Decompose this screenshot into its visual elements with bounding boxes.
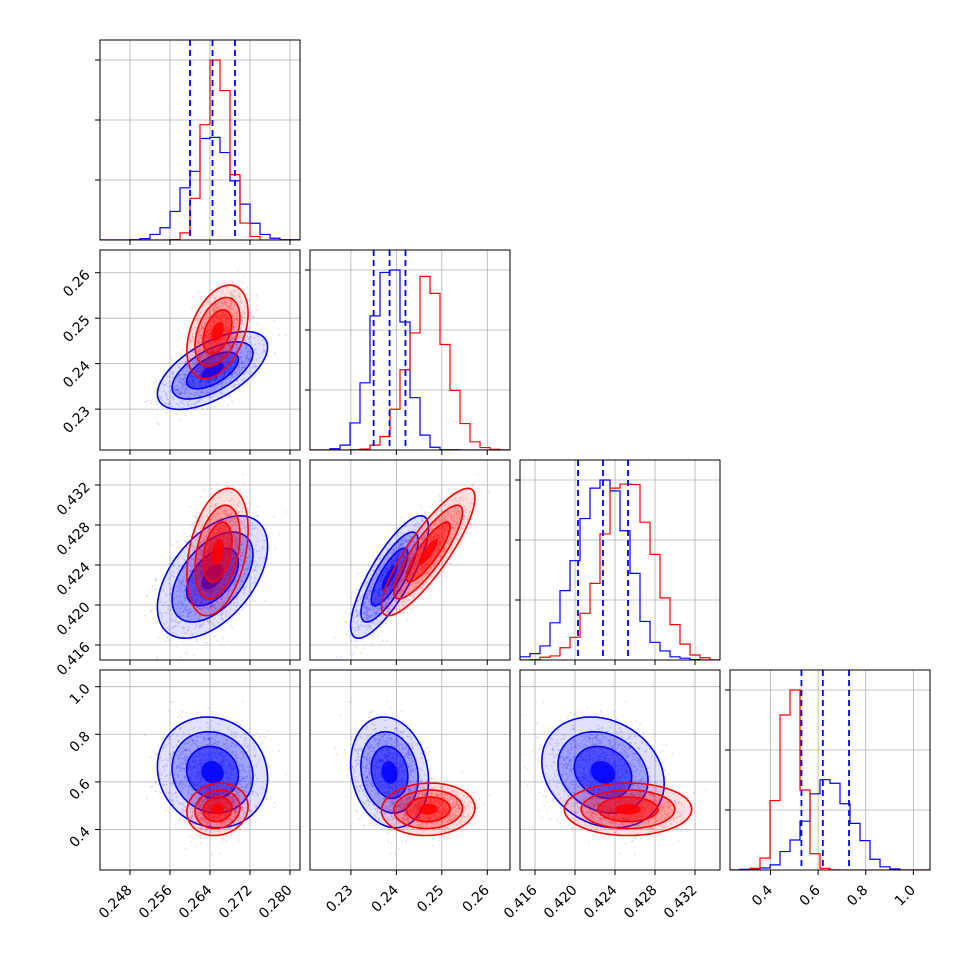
panel-frame [99,669,301,871]
contour-level-3 [381,761,398,784]
contour-level-3 [201,761,224,784]
x-tick-label: 0.23 [323,882,356,915]
x-tick-label: 0.25 [414,882,447,915]
panel-0-0 [95,39,301,245]
x-tick-label: 0.416 [501,882,541,922]
panel-2-1 [309,459,511,665]
contours-series-0 [349,716,430,829]
contour-level-3 [615,803,641,815]
grid [310,250,510,450]
x-tick-label: 0.256 [136,882,176,922]
panel-frame [99,39,301,241]
panel-frame [519,669,721,871]
histogram-series-0 [520,479,720,660]
histogram-series-0 [100,136,300,240]
contours-series-1 [186,487,249,617]
histogram-series-1 [100,59,300,240]
y-tick-label: 0.432 [54,479,94,519]
contour-level-3 [211,322,224,342]
histogram-series-1 [730,689,930,870]
contours-series-1 [380,782,476,837]
y-tick-label: 0.23 [60,403,93,436]
panel-frame [729,669,931,871]
contours-series-1 [186,782,249,837]
grid [520,460,720,660]
contours-series-0 [156,716,269,829]
x-tick-label: 0.248 [96,882,136,922]
panel-frame [309,669,511,871]
contour-level-3 [201,362,224,379]
panel-2-2 [515,459,721,665]
panel-frame [309,459,511,661]
y-tick-label: 0.26 [60,267,93,300]
x-tick-label: 0.424 [581,882,621,922]
x-tick-label: 0.264 [176,882,216,922]
panel-3-1: 0.23 0.24 0.25 0.26 [309,669,511,916]
y-tick-label: 0.428 [54,519,94,559]
x-tick-label: 0.280 [256,882,296,922]
histogram-series-1 [310,275,510,450]
x-tick-label: 0.6 [797,882,824,909]
histogram-series-0 [730,779,930,870]
contour-level-3 [211,803,224,815]
panel-frame [99,249,301,451]
contour-level-3 [418,539,438,565]
contours-series-1 [380,487,476,617]
x-tick-label: 0.8 [844,882,871,909]
x-tick-label: 0.272 [216,882,256,922]
y-tick-label: 0.4 [67,824,94,851]
y-tick-label: 0.6 [67,776,94,803]
y-tick-label: 0.420 [54,599,94,639]
contour-level-3 [590,761,616,784]
x-tick-label: 0.26 [460,882,493,915]
panel-3-0: 0.248 0.256 0.264 0.272 0.280 0.4 0.6 0.8 1.0 [67,669,301,922]
histogram-series-1 [520,483,720,660]
y-tick-label: 0.24 [60,358,93,391]
y-tick-label: 0.8 [67,729,94,756]
x-tick-label: 0.432 [661,882,701,922]
contours-series-1 [563,782,693,837]
panel-frame [99,459,301,661]
x-tick-label: 0.4 [749,882,776,909]
x-tick-label: 0.428 [621,882,661,922]
y-tick-label: 0.416 [54,639,94,679]
contour-level-3 [418,803,438,815]
x-tick-label: 0.24 [369,882,402,915]
y-tick-label: 0.424 [54,559,94,599]
contour-level-3 [211,539,224,565]
panel-3-3: 0.4 0.6 0.8 1.0 [725,669,931,909]
x-tick-label: 0.420 [541,882,581,922]
panel-frame [309,249,511,451]
contours-series-1 [186,284,249,380]
panel-3-2: 0.416 0.420 0.424 0.428 0.432 [501,669,721,922]
x-tick-label: 1.0 [892,882,919,909]
y-tick-label: 0.25 [60,313,93,346]
grid [310,670,510,870]
grid [730,670,930,870]
panel-1-1 [305,249,511,455]
contours-series-0 [156,330,269,411]
panel-frame [519,459,721,661]
y-tick-label: 1.0 [67,681,94,708]
panel-1-0: 0.23 0.24 0.25 0.26 [60,249,301,455]
grid [100,250,300,450]
